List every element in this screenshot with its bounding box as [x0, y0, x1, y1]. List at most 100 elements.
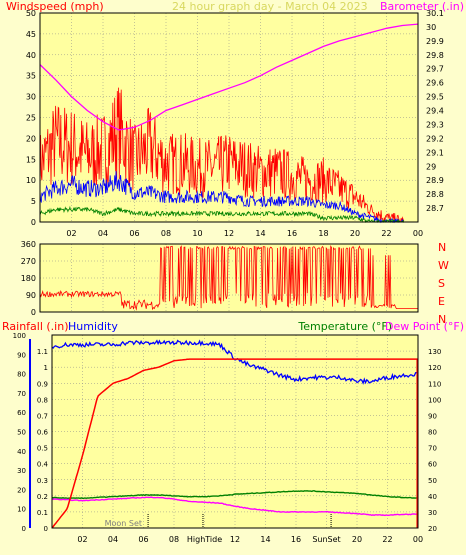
barometer-y-tick-label: 29.4	[426, 107, 444, 116]
barometer-axis-label: Barometer (.in)	[380, 0, 464, 13]
temperature-y-tick-label: 40	[428, 493, 437, 501]
rain-y-tick-label: 0.4	[37, 461, 49, 469]
rain-x-tick-label: 16	[291, 535, 301, 544]
rain-y-tick-label: 0.3	[37, 477, 48, 485]
temperature-axis-label: Temperature (°F)	[297, 320, 392, 333]
wind-gust-line	[39, 87, 405, 223]
direction-y-axis-ticks: 0 90 180 270 360	[21, 240, 36, 317]
wind-x-tick-label: 18	[318, 229, 328, 238]
rain-y-tick-label: 0.8	[37, 396, 48, 404]
humidity-y-tick-label: 0	[22, 525, 26, 533]
direction-y-tick-label: 180	[21, 274, 36, 283]
temperature-y-tick-label: 60	[428, 461, 437, 469]
compass-label: E	[438, 295, 445, 308]
wind-average-line	[39, 171, 404, 224]
direction-y-tick-label: 90	[26, 291, 36, 300]
rain-y-tick-label: 0.6	[37, 429, 49, 437]
wind-y-tick-label: 15	[26, 155, 36, 164]
compass-label: N	[438, 241, 446, 254]
rainfall-line	[51, 358, 418, 529]
rain-y-tick-label: 0.5	[37, 445, 48, 453]
direction-plot-frame	[39, 243, 419, 313]
temperature-y-tick-label: 110	[428, 380, 441, 388]
moon-set-label: Moon Set	[105, 519, 142, 528]
rain-y-axis-ticks: 0 0.1 0.2 0.3 0.4 0.5 0.6 0.7 0.8 0.9 1 1.1	[37, 348, 49, 533]
barometer-y-tick-label: 29.7	[426, 65, 444, 74]
rain-y-tick-label: 1	[44, 364, 48, 372]
barometer-y-tick-label: 30.1	[426, 9, 444, 18]
barometer-y-tick-label: 28.8	[426, 190, 444, 199]
wind-x-tick-label: 14	[255, 229, 265, 238]
barometer-y-tick-label: 29.6	[426, 79, 444, 88]
temperature-y-tick-label: 30	[428, 509, 437, 517]
wind-y-tick-label: 50	[26, 9, 36, 18]
wind-y-tick-label: 20	[26, 134, 36, 143]
wind-plot-frame	[39, 12, 419, 223]
rain-x-tick-label: 12	[230, 535, 240, 544]
rainfall-axis-label: Rainfall (.in)	[2, 320, 69, 333]
wind-y-tick-label: 45	[26, 30, 36, 39]
rain-y-tick-label: 0	[44, 525, 48, 533]
barometer-y-tick-label: 29.3	[426, 120, 444, 129]
direction-series	[39, 245, 418, 311]
wind-x-tick-label: 00	[413, 229, 423, 238]
barometer-y-tick-label: 29	[426, 162, 436, 171]
direction-y-tick-label: 270	[21, 257, 36, 266]
barometer-y-tick-label: 28.9	[426, 176, 444, 185]
humidity-y-tick-label: 100	[13, 332, 26, 340]
wind-axis-label: Windspeed (mph)	[6, 0, 104, 13]
rain-x-tick-label: 14	[260, 535, 270, 544]
temperature-y-axis-ticks: 20 30 40 50 60 70 80 90 100 110 120 130	[428, 348, 441, 533]
rain-x-axis-ticks: 02 04 06 08 HighTide 12 14 16 SunSet 20 22 00	[77, 535, 423, 544]
barometer-y-tick-label: 29.2	[426, 134, 444, 143]
rain-x-tick-label: SunSet	[312, 535, 340, 544]
dewpoint-axis-label: Dew Point (°F)	[385, 320, 464, 333]
wind-y-tick-label: 40	[26, 51, 36, 60]
rain-x-tick-label: 04	[108, 535, 118, 544]
wind-x-tick-label: 16	[287, 229, 297, 238]
humidity-y-tick-label: 60	[17, 409, 26, 417]
barometer-y-tick-label: 29.8	[426, 51, 444, 60]
humidity-y-tick-label: 50	[17, 429, 26, 437]
humidity-axis-label: Humidity	[68, 320, 118, 333]
rain-x-tick-label: 08	[169, 535, 179, 544]
temperature-y-tick-label: 130	[428, 348, 441, 356]
rain-y-tick-label: 0.9	[37, 380, 48, 388]
humidity-y-tick-label: 80	[17, 371, 26, 379]
wind-low-line	[39, 205, 405, 224]
barometer-y-tick-label: 28.7	[426, 204, 444, 213]
compass-label: S	[438, 277, 445, 290]
wind-x-tick-label: 02	[66, 229, 76, 238]
humidity-y-tick-label: 40	[17, 448, 26, 456]
temperature-y-tick-label: 70	[428, 445, 437, 453]
wind-y-axis-ticks: 0 5 10 15 20 25 30 35 40 45 50	[26, 9, 36, 227]
direction-y-tick-label: 360	[21, 240, 36, 249]
dew-point-line	[51, 496, 418, 517]
humidity-y-tick-label: 20	[17, 486, 26, 494]
rain-x-tick-label: 22	[382, 535, 392, 544]
wind-x-tick-label: 10	[192, 229, 202, 238]
humidity-line	[51, 339, 419, 385]
wind-y-tick-label: 5	[31, 197, 36, 206]
wind-x-axis-ticks: 02 04 06 08 10 12 14 16 18 20 22 00	[66, 229, 423, 238]
rain-x-tick-label: 06	[138, 535, 148, 544]
wind-x-tick-label: 22	[381, 229, 391, 238]
temperature-y-tick-label: 50	[428, 477, 437, 485]
compass-label: N	[438, 313, 446, 326]
wind-x-tick-label: 06	[129, 229, 139, 238]
wind-x-tick-label: 04	[98, 229, 108, 238]
wind-y-tick-label: 35	[26, 72, 36, 81]
wind-y-tick-label: 30	[26, 93, 36, 102]
wind-x-tick-label: 08	[161, 229, 171, 238]
barometer-line	[39, 23, 419, 131]
chart-title: 24 hour graph day - March 04 2023	[172, 0, 368, 13]
barometer-y-tick-label: 29.1	[426, 148, 444, 157]
humidity-y-tick-label: 10	[17, 506, 26, 514]
direction-y-tick-label: 0	[31, 308, 36, 317]
wind-y-tick-label: 10	[26, 176, 36, 185]
